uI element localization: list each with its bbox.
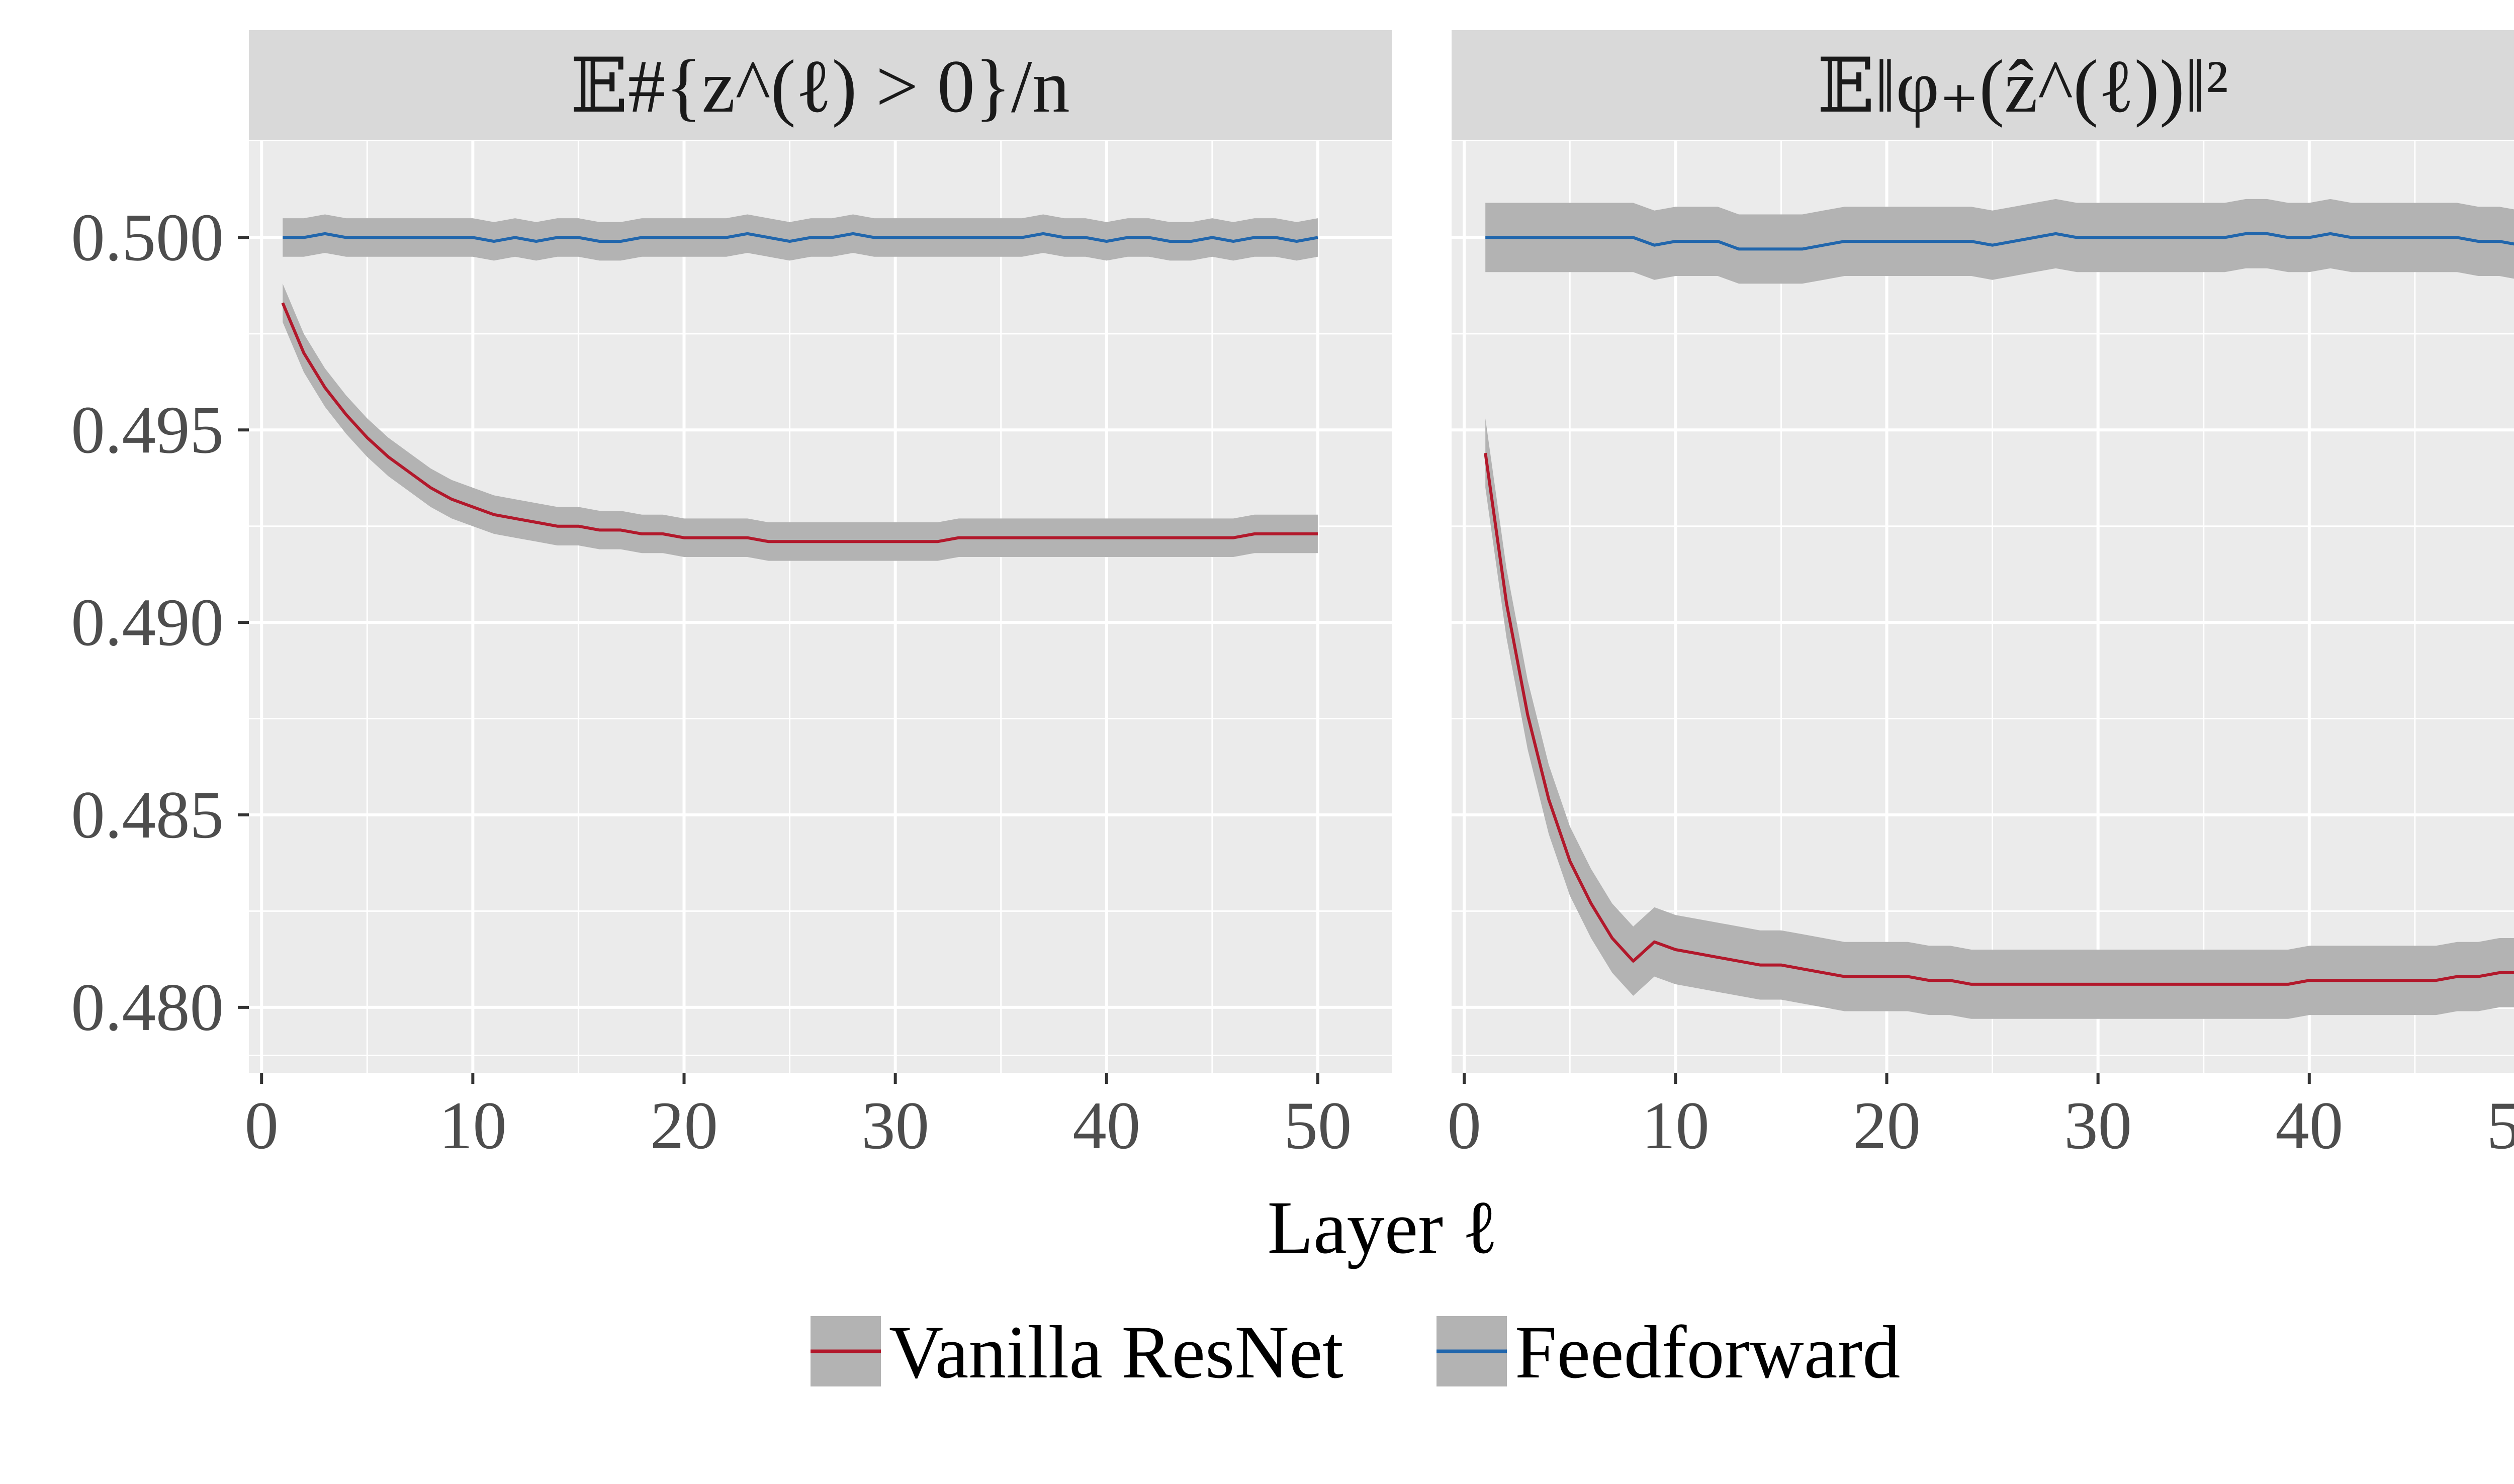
x-tick-label: 20 <box>1853 1088 1921 1163</box>
panel-left-bands <box>283 214 1318 561</box>
panel-left-title-text: 𝔼#{z^(ℓ) > 0}/n <box>570 45 1069 128</box>
x-tick-label: 30 <box>2064 1088 2132 1163</box>
x-tick-label: 20 <box>650 1088 718 1163</box>
panel-left-grid <box>249 141 1392 1073</box>
band-vanilla-resnet <box>1485 418 2514 1019</box>
panel-right-x-axis: 0 10 20 30 40 50 <box>1447 1073 2514 1163</box>
y-tick-label: 0.495 <box>71 393 224 468</box>
legend-item-vanilla: Vanilla ResNet <box>811 1311 1343 1394</box>
legend: Vanilla ResNet Feedforward <box>811 1311 1900 1394</box>
line-feedforward <box>1485 232 2514 251</box>
band-feedforward <box>1485 199 2514 284</box>
x-tick-label: 30 <box>861 1088 929 1163</box>
band-feedforward <box>283 214 1318 261</box>
panel-left-x-axis: 0 10 20 30 40 50 <box>244 1073 1352 1163</box>
x-tick-label: 40 <box>1072 1088 1140 1163</box>
legend-label-feedforward: Feedforward <box>1515 1311 1900 1394</box>
line-vanilla-resnet <box>1484 452 2514 986</box>
panel-left-strip <box>249 30 1392 140</box>
legend-item-feedforward: Feedforward <box>1436 1311 1900 1394</box>
panel-right: 𝔼‖φ₊(ẑ^(ℓ))‖² 0 10 20 30 40 50 <box>1447 30 2514 1163</box>
y-axis: 0.480 0.485 0.490 0.495 0.500 <box>71 200 249 1045</box>
panel-right-strip <box>1452 30 2514 140</box>
line-feedforward <box>283 232 1318 243</box>
y-tick-label: 0.500 <box>71 200 224 275</box>
y-tick-label: 0.485 <box>71 778 224 853</box>
x-tick-label: 10 <box>439 1088 507 1163</box>
panel-right-background <box>1452 141 2514 1073</box>
panel-right-title: 𝔼‖φ₊(ẑ^(ℓ))‖² <box>1817 45 2228 128</box>
panel-right-bands <box>1485 199 2514 1019</box>
x-axis-title: Layer ℓ <box>1267 1186 1498 1269</box>
panel-left-background <box>249 141 1392 1073</box>
x-tick-label: 40 <box>2275 1088 2343 1163</box>
panel-right-title-text: 𝔼‖φ₊(ẑ^(ℓ))‖² <box>1817 45 2228 128</box>
panel-left-title: 𝔼#{z^(ℓ) > 0}/n <box>570 45 1069 128</box>
x-tick-label: 50 <box>1284 1088 1352 1163</box>
x-tick-label: 0 <box>244 1088 279 1163</box>
panel-left: 𝔼#{z^(ℓ) > 0}/n 0 10 20 30 40 50 <box>244 30 1392 1163</box>
line-vanilla-resnet <box>281 302 1318 543</box>
panel-left-lines <box>281 232 1318 543</box>
panel-right-lines <box>1484 232 2514 986</box>
x-tick-label: 0 <box>1447 1088 1481 1163</box>
legend-label-vanilla: Vanilla ResNet <box>889 1311 1343 1394</box>
x-tick-label: 10 <box>1642 1088 1710 1163</box>
y-tick-label: 0.480 <box>71 970 224 1045</box>
x-tick-label: 50 <box>2486 1088 2514 1163</box>
band-vanilla-resnet <box>283 284 1318 561</box>
y-tick-label: 0.490 <box>71 585 224 660</box>
